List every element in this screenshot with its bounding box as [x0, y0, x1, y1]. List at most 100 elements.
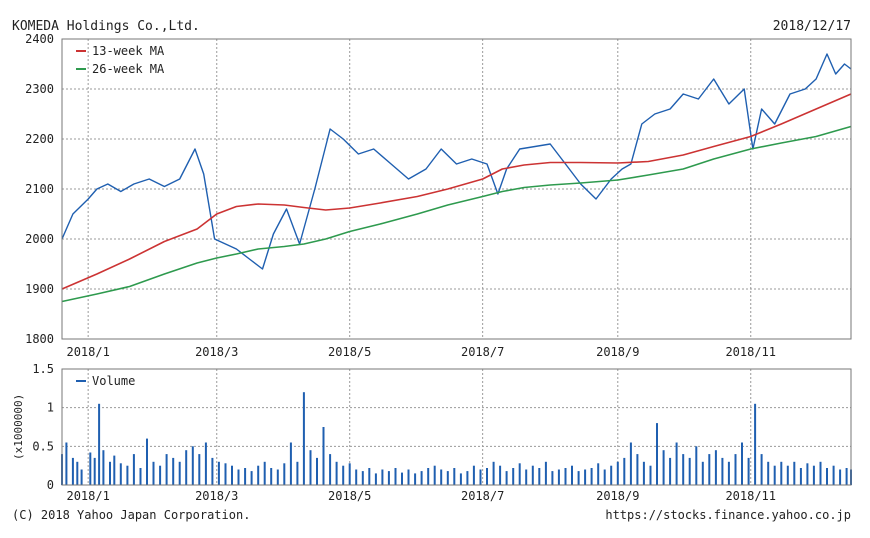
volume-y-tick-label: 1	[47, 401, 54, 415]
volume-bar	[159, 465, 162, 485]
price-y-axis: 2400 2300 2200 2100 2000 1900 1800	[25, 32, 54, 346]
price-line	[61, 53, 852, 270]
volume-bar	[799, 468, 802, 485]
volume-bar	[263, 461, 266, 485]
volume-bar	[714, 450, 717, 485]
volume-bar	[557, 469, 560, 485]
volume-bar	[642, 461, 645, 485]
volume-bar	[98, 403, 101, 485]
legend-volume-label: Volume	[92, 374, 135, 388]
legend-13-week-ma-label: 13-week MA	[92, 44, 165, 58]
copyright-text: (C) 2018 Yahoo Japan Corporation.	[12, 508, 250, 522]
price-x-tick-label: 2018/9	[596, 345, 639, 359]
volume-bar	[296, 461, 299, 485]
price-x-axis: 2018/1 2018/3 2018/5 2018/7 2018/9 2018/11	[66, 345, 776, 359]
ma26-line	[61, 125, 852, 303]
volume-bar	[71, 457, 74, 485]
volume-bar	[747, 457, 750, 485]
volume-bar	[551, 471, 554, 485]
price-y-tick-label: 2000	[25, 232, 54, 246]
price-legend: 13-week MA 26-week MA	[76, 44, 165, 76]
volume-y-tick-label: 0	[47, 478, 54, 492]
volume-bar	[584, 469, 587, 485]
volume-bar	[826, 468, 828, 485]
volume-bar	[401, 472, 403, 485]
price-y-tick-label: 1900	[25, 282, 54, 296]
volume-bar	[146, 438, 148, 485]
volume-bar	[571, 465, 573, 485]
price-panel-frame	[61, 38, 852, 340]
volume-bar	[427, 468, 430, 485]
volume-bar	[682, 454, 685, 485]
volume-x-tick-label: 2018/3	[195, 489, 238, 503]
volume-bar	[89, 452, 92, 485]
volume-bar	[276, 469, 279, 485]
volume-bar	[505, 471, 508, 485]
volume-bar	[237, 469, 240, 485]
volume-bar	[93, 457, 96, 485]
price-y-tick-label: 1800	[25, 332, 54, 346]
chart-date: 2018/12/17	[773, 19, 851, 34]
volume-bar	[132, 454, 135, 485]
volume-panel-frame	[61, 368, 852, 486]
price-series-group	[61, 53, 852, 303]
volume-bar	[139, 468, 142, 485]
volume-bar	[289, 442, 292, 485]
volume-bar	[113, 455, 116, 485]
volume-bar	[211, 457, 214, 485]
volume-bar	[486, 468, 488, 485]
volume-y-axis: 1.5 1 0.5 0	[32, 362, 54, 492]
volume-bar	[76, 461, 79, 485]
volume-bar	[721, 457, 724, 485]
source-url-link[interactable]: https://stocks.finance.yahoo.co.jp	[605, 508, 851, 522]
volume-bar	[322, 427, 325, 485]
volume-bar	[459, 473, 462, 485]
price-y-tick-label: 2300	[25, 82, 54, 96]
volume-bar	[845, 468, 848, 485]
volume-bar	[394, 468, 397, 485]
volume-bar	[499, 465, 502, 485]
volume-bar	[512, 468, 515, 485]
volume-bar	[257, 465, 260, 485]
volume-bar	[109, 461, 111, 485]
volume-bar	[316, 457, 318, 485]
volume-bar	[472, 465, 475, 485]
volume-bar	[102, 450, 105, 485]
volume-bar	[361, 471, 364, 485]
volume-bar	[224, 463, 227, 485]
volume-y-axis-label: (x1000000)	[12, 394, 25, 460]
volume-bar	[309, 450, 312, 485]
volume-bar	[518, 463, 521, 485]
volume-bar	[178, 461, 181, 485]
volume-bar	[368, 468, 371, 485]
price-x-tick-label: 2018/3	[195, 345, 238, 359]
price-x-tick-label: 2018/11	[725, 345, 776, 359]
volume-bar	[564, 468, 567, 485]
volume-bar	[80, 469, 83, 485]
volume-bar	[538, 468, 541, 485]
volume-bar	[407, 469, 410, 485]
volume-x-tick-label: 2018/5	[328, 489, 371, 503]
volume-bar	[348, 463, 351, 485]
price-y-tick-label: 2200	[25, 132, 54, 146]
volume-bar	[191, 446, 194, 485]
volume-bar	[708, 454, 711, 485]
volume-bar	[610, 465, 613, 485]
volume-bar	[767, 461, 770, 485]
volume-bar	[832, 465, 835, 485]
volume-bar	[629, 442, 632, 485]
volume-bar	[329, 454, 332, 485]
ma13-line	[61, 93, 852, 290]
volume-bar	[65, 442, 68, 485]
volume-bar	[374, 473, 377, 485]
volume-bar	[342, 465, 345, 485]
volume-bar	[819, 461, 822, 485]
volume-bars-group	[61, 392, 852, 485]
volume-bar	[793, 461, 796, 485]
price-x-tick-label: 2018/1	[66, 345, 109, 359]
volume-bar	[623, 457, 626, 485]
volume-bar	[727, 461, 730, 485]
volume-bar	[525, 469, 528, 485]
volume-bar	[165, 454, 168, 485]
volume-bar	[335, 461, 338, 485]
